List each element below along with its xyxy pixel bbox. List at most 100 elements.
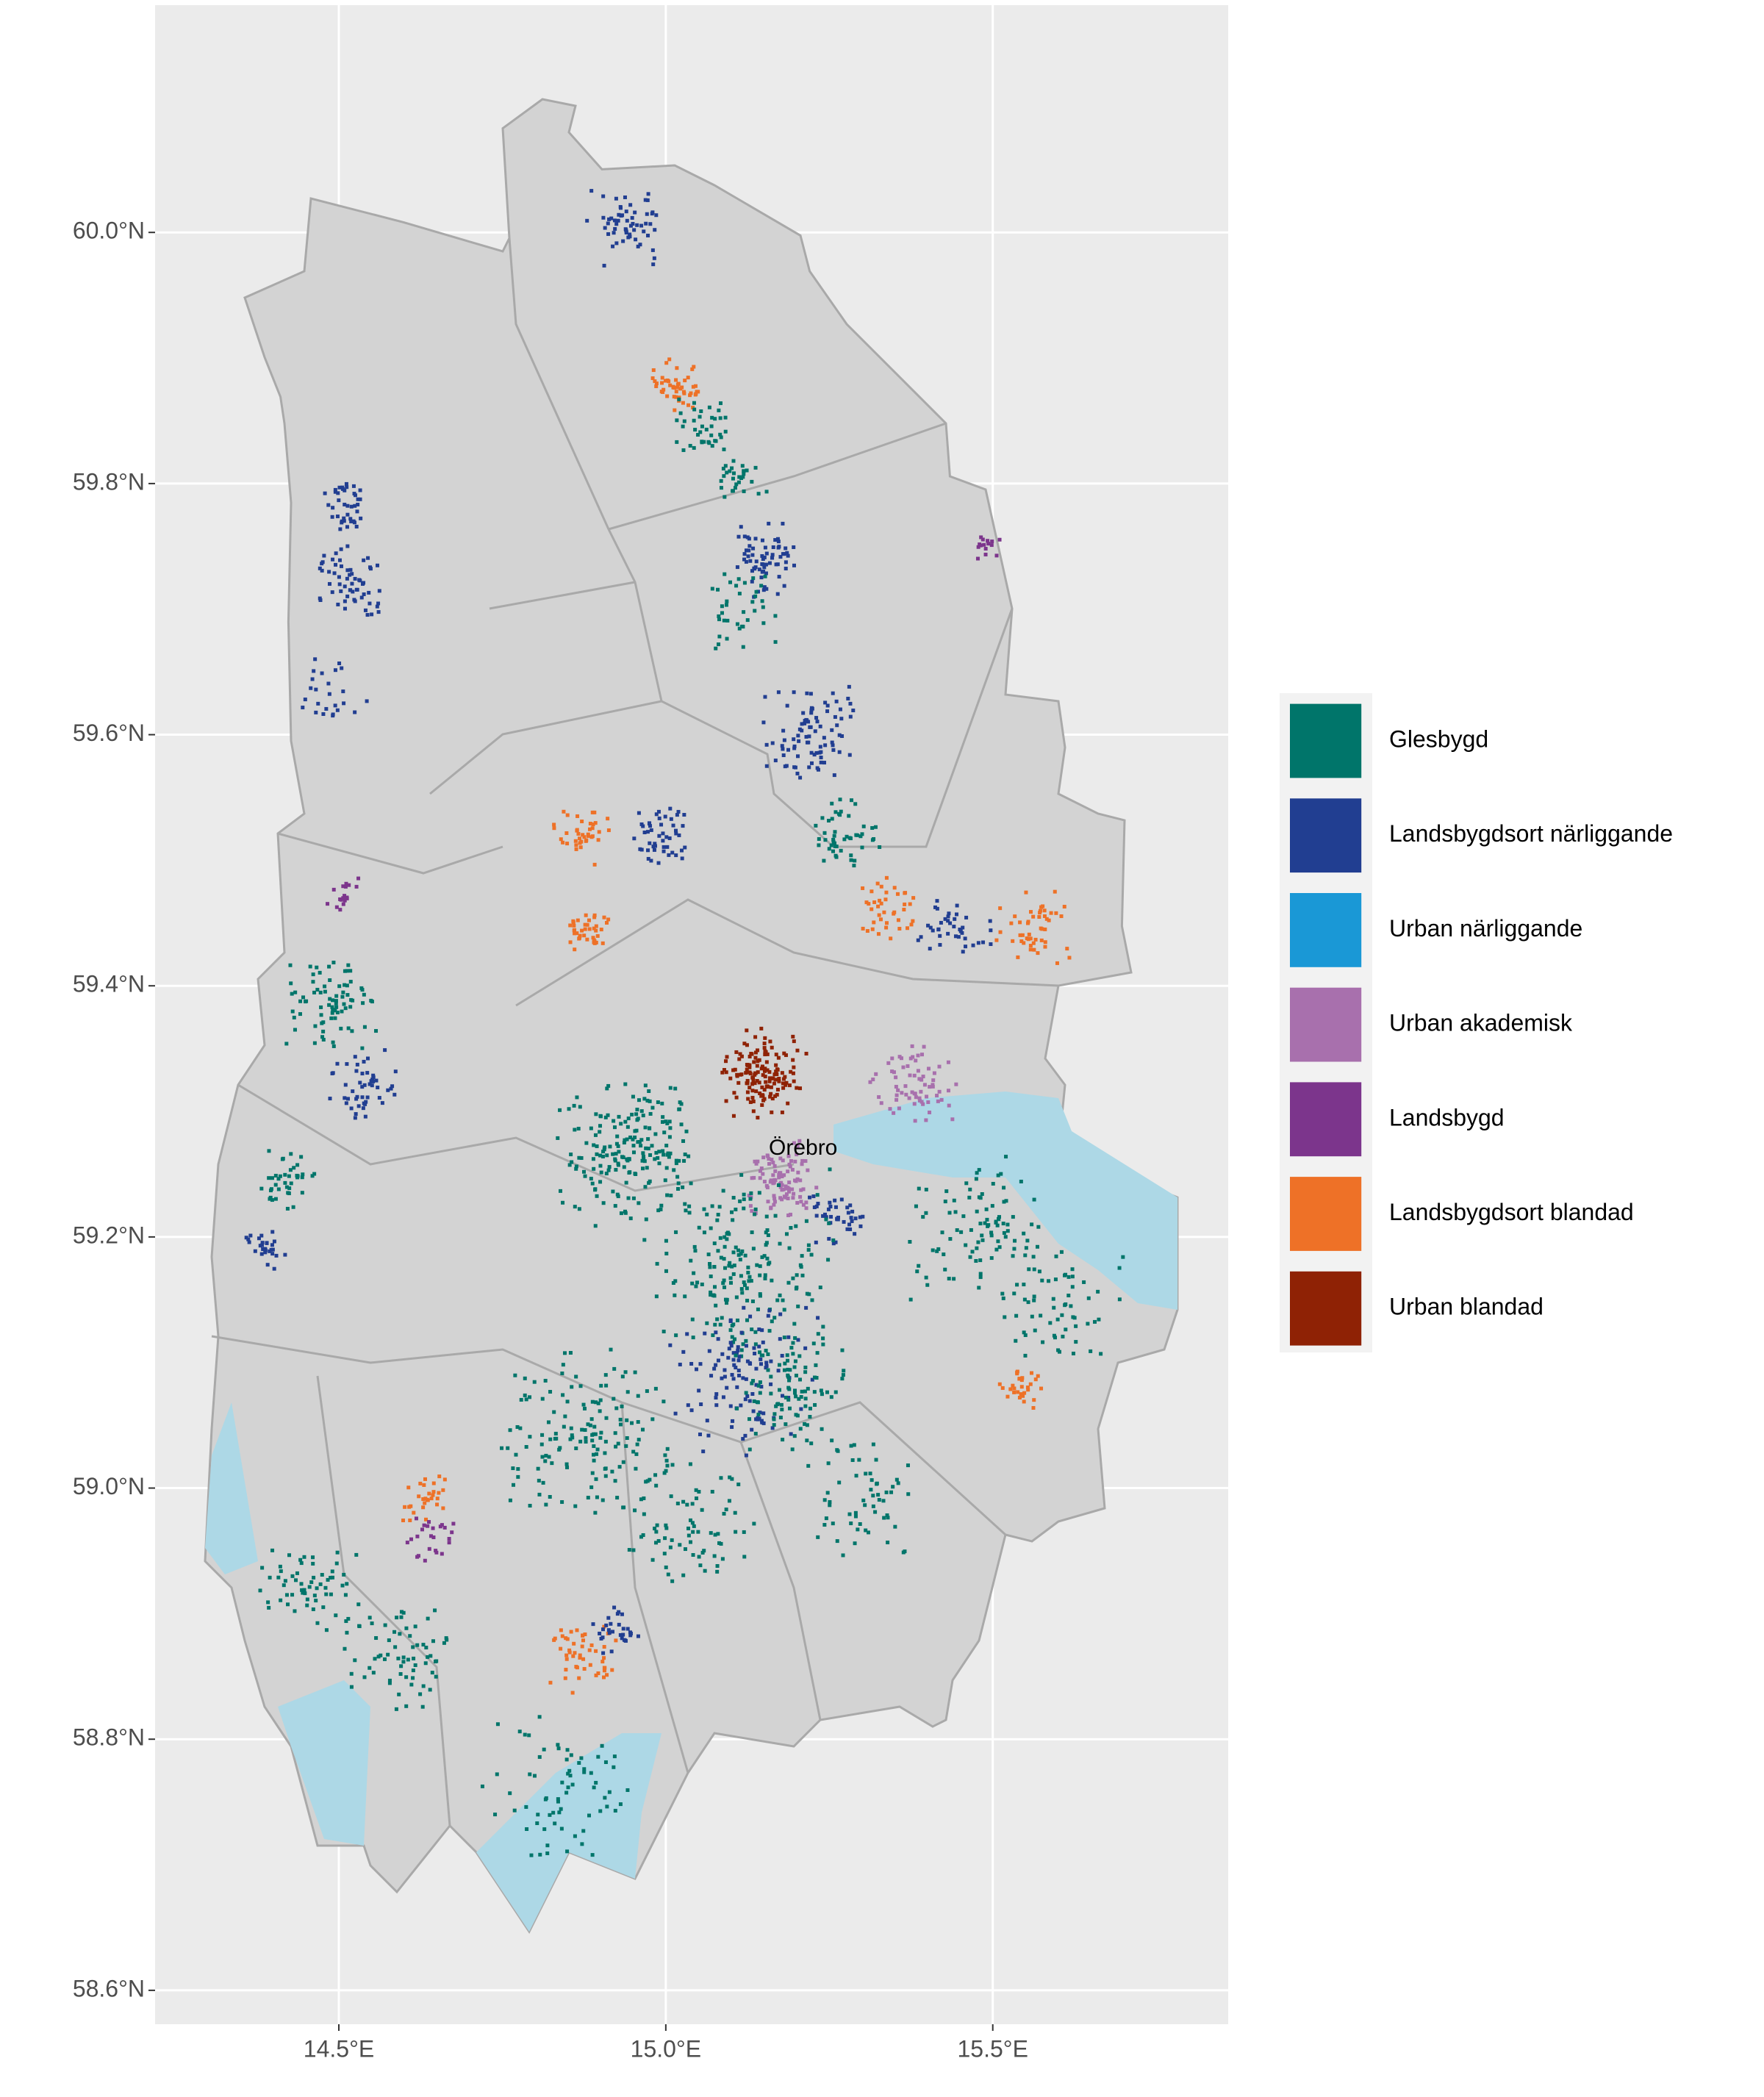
settlement-dot xyxy=(611,244,615,248)
settlement-dot xyxy=(846,1211,850,1215)
settlement-dot xyxy=(265,1241,269,1245)
settlement-dot xyxy=(573,1651,577,1655)
settlement-dot xyxy=(688,443,692,448)
settlement-dot xyxy=(1011,1383,1015,1388)
settlement-dot xyxy=(556,1743,560,1747)
settlement-dot xyxy=(329,1016,334,1020)
settlement-dot xyxy=(1025,1239,1030,1243)
settlement-dot xyxy=(587,1648,592,1652)
settlement-dot xyxy=(980,1238,985,1242)
y-tick-label: 59.2°N xyxy=(73,1222,145,1248)
settlement-dot xyxy=(799,1188,803,1192)
settlement-dot xyxy=(1012,1247,1017,1251)
settlement-dot xyxy=(778,1185,783,1189)
settlement-dot xyxy=(697,1225,701,1230)
settlement-dot xyxy=(358,1080,362,1085)
settlement-dot xyxy=(596,1671,600,1675)
settlement-dot xyxy=(293,1609,297,1613)
settlement-dot xyxy=(789,1159,793,1164)
settlement-dot xyxy=(632,228,637,232)
settlement-dot xyxy=(799,1265,803,1269)
settlement-dot xyxy=(825,703,830,708)
settlement-dot xyxy=(739,1330,744,1335)
settlement-dot xyxy=(559,1628,563,1632)
settlement-dot xyxy=(745,1028,749,1033)
settlement-dot xyxy=(593,1224,598,1228)
settlement-dot xyxy=(783,764,787,769)
settlement-dot xyxy=(753,1212,757,1216)
settlement-dot xyxy=(1054,911,1058,915)
settlement-dot xyxy=(946,919,950,923)
settlement-dot xyxy=(631,1144,636,1148)
settlement-dot xyxy=(791,1352,795,1356)
settlement-dot xyxy=(997,537,1002,542)
settlement-dot xyxy=(767,1069,772,1074)
settlement-dot xyxy=(667,1119,672,1124)
settlement-dot xyxy=(659,822,664,827)
settlement-dot xyxy=(1025,1386,1030,1390)
settlement-dot xyxy=(671,823,675,828)
settlement-dot xyxy=(564,831,569,835)
settlement-dot xyxy=(272,1239,276,1244)
settlement-dot xyxy=(363,1114,368,1119)
settlement-dot xyxy=(594,924,598,928)
settlement-dot xyxy=(340,994,345,999)
settlement-dot xyxy=(816,1316,820,1320)
settlement-dot xyxy=(759,1026,764,1030)
settlement-dot xyxy=(343,584,347,589)
settlement-dot xyxy=(598,1631,602,1635)
settlement-dot xyxy=(741,625,745,629)
settlement-dot xyxy=(692,1524,696,1528)
settlement-dot xyxy=(312,1041,317,1045)
settlement-dot xyxy=(1012,1390,1017,1394)
settlement-dot xyxy=(974,1258,978,1263)
settlement-dot xyxy=(314,687,318,692)
settlement-dot xyxy=(1036,951,1040,956)
settlement-dot xyxy=(847,684,851,689)
settlement-dot xyxy=(955,1228,959,1233)
settlement-dot xyxy=(290,992,294,996)
settlement-dot xyxy=(718,1236,723,1240)
settlement-dot xyxy=(592,1444,596,1448)
settlement-dot xyxy=(634,1466,638,1471)
settlement-dot xyxy=(750,1299,755,1303)
settlement-dot xyxy=(795,1177,800,1181)
settlement-dot xyxy=(341,689,345,694)
settlement-dot xyxy=(352,520,356,525)
settlement-dot xyxy=(738,1052,742,1056)
settlement-dot xyxy=(676,1181,681,1186)
settlement-dot xyxy=(875,881,880,886)
settlement-dot xyxy=(698,1563,703,1568)
settlement-dot xyxy=(997,1216,1001,1221)
settlement-dot xyxy=(300,1588,304,1592)
settlement-dot xyxy=(330,1071,334,1075)
settlement-dot xyxy=(975,556,980,561)
settlement-dot xyxy=(754,589,759,594)
settlement-dot xyxy=(437,1491,441,1495)
settlement-dot xyxy=(869,1488,873,1492)
settlement-dot xyxy=(1053,1336,1057,1340)
settlement-dot xyxy=(669,1194,673,1198)
settlement-dot xyxy=(1032,947,1036,952)
settlement-dot xyxy=(620,1612,624,1616)
settlement-dot xyxy=(781,753,786,758)
settlement-dot xyxy=(817,843,821,847)
settlement-dot xyxy=(821,1336,825,1341)
settlement-dot xyxy=(753,1432,758,1436)
settlement-dot xyxy=(343,502,347,506)
settlement-dot xyxy=(620,1636,624,1641)
settlement-dot xyxy=(780,1110,784,1114)
settlement-dot xyxy=(819,1388,823,1393)
settlement-dot xyxy=(329,1592,333,1596)
settlement-dot xyxy=(757,1080,761,1085)
settlement-dot xyxy=(667,1135,672,1139)
settlement-dot xyxy=(301,706,305,710)
settlement-dot xyxy=(731,1377,736,1381)
settlement-dot xyxy=(786,1386,791,1390)
settlement-dot xyxy=(565,1465,570,1469)
settlement-dot xyxy=(725,1297,729,1302)
settlement-dot xyxy=(1013,1239,1017,1243)
settlement-dot xyxy=(771,545,775,549)
settlement-dot xyxy=(931,1078,936,1083)
settlement-dot xyxy=(750,1082,755,1086)
